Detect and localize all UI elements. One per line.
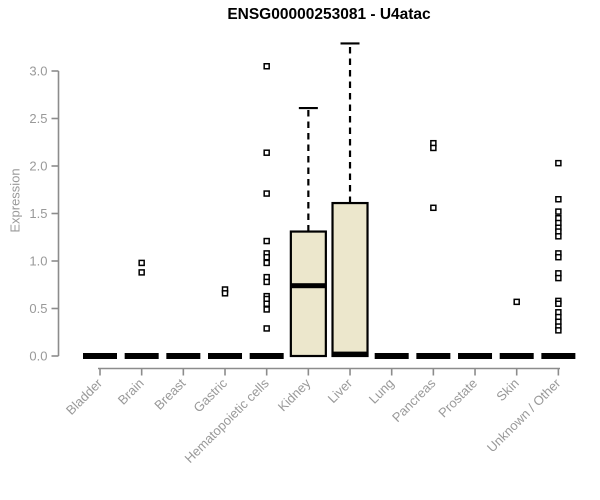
box — [331, 201, 369, 358]
collapsed-box — [416, 353, 451, 359]
median-line — [290, 283, 326, 289]
data-point — [555, 253, 562, 261]
y-tick-label: 0.5 — [29, 301, 47, 316]
data-point — [221, 290, 229, 297]
data-point — [555, 159, 562, 167]
data-point — [555, 274, 562, 282]
x-tick-label: Kidney — [275, 375, 314, 414]
y-tick-label: 0.0 — [29, 349, 47, 364]
data-point — [263, 259, 270, 267]
data-point — [430, 204, 437, 212]
y-tick-label: 2.0 — [29, 159, 47, 174]
x-tick-label: Breast — [151, 375, 188, 412]
collapsed-box — [249, 353, 284, 359]
x-tick-label: Liver — [325, 375, 356, 406]
collapsed-box — [458, 353, 493, 359]
data-point — [263, 63, 270, 70]
data-point — [263, 190, 270, 197]
data-point — [263, 149, 270, 156]
data-point — [555, 327, 562, 334]
collapsed-box — [83, 353, 117, 359]
data-point — [263, 253, 270, 261]
data-point — [555, 208, 562, 215]
data-point — [263, 306, 270, 313]
x-tick-label: Skin — [493, 376, 521, 404]
x-tick-label: Gastric — [190, 375, 230, 415]
collapsed-box — [166, 353, 201, 359]
collapsed-box — [499, 353, 534, 359]
y-tick-label: 2.5 — [29, 111, 47, 126]
chart-title: ENSG00000253081 - U4atac — [227, 6, 431, 23]
box — [289, 230, 327, 358]
y-tick-label: 3.0 — [29, 64, 47, 79]
collapsed-box — [124, 353, 159, 359]
collapsed-box — [541, 353, 576, 359]
x-tick-label: Prostate — [435, 376, 480, 421]
y-axis-title: Expression — [7, 168, 23, 233]
x-tick-label: Unknown / Other — [484, 375, 564, 455]
x-tick-label: Bladder — [63, 375, 106, 418]
data-point — [430, 144, 437, 152]
collapsed-box — [374, 353, 409, 359]
x-tick-label: Lung — [366, 376, 397, 407]
data-point — [263, 325, 270, 332]
median-line — [332, 351, 368, 357]
y-tick-label: 1.0 — [29, 254, 47, 269]
data-point — [138, 259, 145, 267]
collapsed-box — [208, 353, 243, 359]
data-point — [138, 269, 145, 276]
data-point — [263, 278, 270, 286]
x-tick-label: Pancreas — [389, 375, 439, 425]
data-point — [263, 300, 270, 307]
data-point — [263, 237, 270, 245]
y-tick-label: 1.5 — [29, 206, 47, 221]
x-tick-label: Brain — [115, 376, 147, 408]
data-point — [513, 298, 520, 306]
data-point — [555, 300, 562, 307]
data-point — [555, 196, 562, 203]
data-point — [555, 233, 562, 240]
